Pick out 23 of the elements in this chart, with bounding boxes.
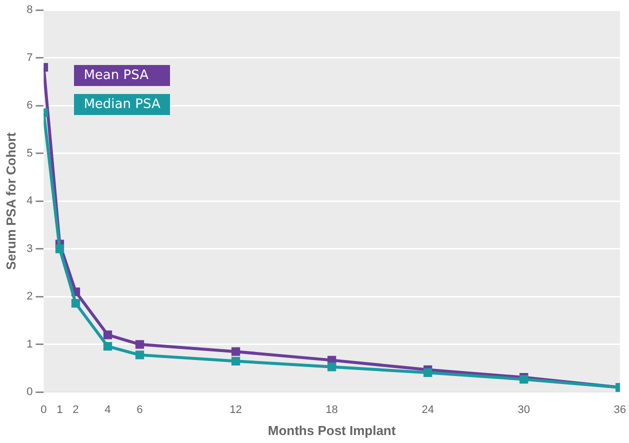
y-axis-title: Serum PSA for Cohort [3, 132, 18, 270]
x-tick-label: 24 [422, 404, 434, 416]
text: Mean PSA [74, 65, 170, 86]
y-tick-label: 5 [26, 147, 33, 160]
y-tick-label: 7 [26, 52, 33, 64]
x-tick-label: 1 [56, 404, 63, 416]
y-tick-label: 2 [26, 290, 33, 303]
x-tick-label: 2 [72, 404, 79, 416]
x-tick-label: 0 [40, 404, 47, 416]
y-tick-label: 0 [26, 386, 33, 398]
x-axis-title: Months Post Implant [268, 422, 396, 438]
y-tick-label: 1 [26, 338, 33, 350]
x-tick-label: 6 [136, 404, 143, 416]
x-tick-label: 4 [104, 404, 111, 416]
y-tick-label: 3 [26, 242, 33, 255]
y-tick-label: 6 [26, 100, 33, 112]
text: Median PSA [74, 94, 170, 115]
x-tick-label: 36 [614, 404, 626, 416]
y-tick-label: 4 [26, 195, 33, 208]
x-tick-label: 12 [230, 404, 242, 416]
x-tick-label: 30 [518, 404, 530, 416]
x-tick-label: 18 [326, 404, 338, 416]
y-tick-label: 8 [26, 4, 33, 16]
